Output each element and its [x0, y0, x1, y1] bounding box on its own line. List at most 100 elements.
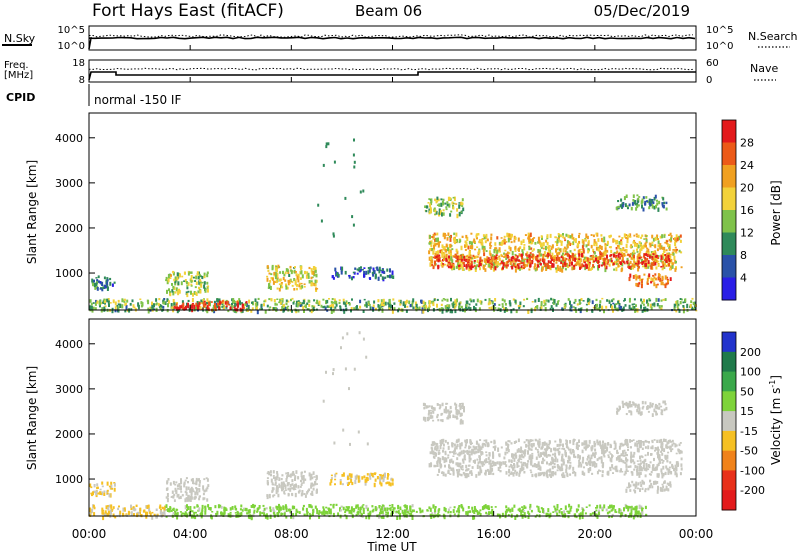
heatmap-cell — [621, 255, 623, 258]
heatmap-cell — [471, 261, 473, 265]
heatmap-cell — [334, 483, 336, 485]
heatmap-cell — [665, 439, 667, 442]
heatmap-cell — [601, 246, 603, 250]
heatmap-cell — [146, 512, 148, 516]
heatmap-cell — [645, 235, 647, 237]
heatmap-region — [266, 470, 318, 499]
heatmap-cell — [175, 491, 177, 494]
heatmap-cell — [291, 487, 293, 489]
heatmap-cell — [496, 254, 498, 256]
heatmap-cell — [548, 469, 550, 472]
heatmap-cell — [502, 303, 504, 305]
heatmap-cell — [604, 445, 606, 448]
heatmap-cell — [300, 486, 302, 488]
heatmap-cell — [511, 241, 513, 243]
heatmap-cell — [581, 254, 583, 257]
heatmap-cell — [190, 284, 192, 286]
heatmap-cell — [563, 448, 565, 450]
heatmap-cell — [106, 299, 108, 303]
heatmap-cell — [627, 205, 629, 207]
heatmap-cell — [557, 444, 559, 447]
heatmap-cell — [380, 274, 382, 277]
heatmap-cell — [628, 410, 630, 413]
heatmap-cell — [585, 512, 587, 514]
heatmap-cell — [147, 505, 149, 509]
heatmap-cell — [507, 444, 509, 446]
heatmap-cell — [450, 309, 452, 313]
heatmap-cell — [539, 249, 541, 252]
heatmap-cell — [668, 468, 670, 472]
heatmap-cell — [643, 465, 645, 469]
heatmap-cell — [598, 457, 600, 460]
heatmap-cell — [548, 447, 550, 449]
heatmap-cell — [438, 203, 440, 207]
heatmap-cell — [634, 200, 636, 204]
heatmap-cell — [515, 453, 517, 457]
heatmap-cell — [304, 286, 306, 288]
heatmap-cell — [285, 285, 287, 289]
heatmap-cell — [681, 458, 683, 461]
heatmap-cell — [472, 451, 474, 454]
heatmap-cell — [630, 465, 632, 468]
heatmap-cell — [518, 265, 520, 269]
heatmap-cell — [195, 286, 197, 288]
heatmap-cell — [444, 451, 446, 454]
heatmap-cell — [308, 488, 310, 491]
heatmap-cell — [499, 258, 501, 261]
heatmap-cell — [497, 448, 499, 452]
heatmap-cell — [377, 299, 379, 302]
heatmap-cell — [679, 444, 681, 447]
heatmap-cell — [507, 256, 509, 258]
heatmap-cell — [643, 274, 645, 276]
heatmap-cell — [392, 298, 394, 300]
heatmap-cell — [538, 506, 540, 510]
heatmap-cell — [280, 485, 282, 487]
heatmap-cell — [620, 261, 622, 264]
heatmap-cell — [598, 264, 600, 266]
heatmap-cell — [643, 299, 645, 303]
heatmap-cell — [479, 267, 481, 270]
heatmap-cell — [313, 299, 315, 301]
heatmap-cell — [446, 254, 448, 258]
heatmap-cell — [489, 307, 491, 309]
heatmap-cell — [429, 235, 431, 239]
heatmap-cell — [577, 454, 579, 458]
heatmap-cell — [626, 413, 628, 415]
heatmap-cell — [429, 211, 431, 213]
heatmap-cell — [655, 468, 657, 472]
heatmap-cell — [242, 304, 244, 308]
heatmap-cell — [652, 258, 654, 260]
heatmap-cell — [515, 269, 517, 273]
heatmap-cell — [234, 505, 236, 508]
heatmap-cell — [292, 285, 294, 287]
heatmap-cell — [442, 202, 444, 206]
heatmap-cell — [546, 471, 548, 474]
heatmap-cell — [454, 403, 456, 406]
heatmap-cell — [483, 248, 485, 252]
heatmap-cell — [443, 444, 445, 447]
heatmap-cell — [432, 302, 434, 306]
heatmap-cell — [655, 195, 657, 199]
heatmap-cell — [453, 256, 455, 258]
heatmap-cell — [620, 241, 622, 245]
heatmap-cell — [510, 464, 512, 467]
heatmap-cell — [353, 224, 355, 227]
heatmap-cell — [281, 306, 283, 310]
heatmap-cell — [638, 411, 640, 414]
heatmap-cell — [616, 411, 618, 413]
heatmap-cell — [332, 275, 334, 277]
heatmap-cell — [652, 441, 654, 443]
heatmap-cell — [105, 514, 107, 516]
heatmap-cell — [270, 470, 272, 473]
heatmap-cell — [640, 299, 642, 302]
heatmap-cell — [179, 305, 181, 309]
heatmap-cell — [682, 305, 684, 307]
heatmap-cell — [640, 472, 642, 475]
heatmap-cell — [431, 406, 433, 410]
heatmap-cell — [130, 505, 132, 508]
heatmap-cell — [631, 440, 633, 442]
heatmap-cell — [489, 243, 491, 246]
heatmap-cell — [597, 238, 599, 242]
heatmap-cell — [285, 480, 287, 482]
heatmap-cell — [623, 261, 625, 263]
